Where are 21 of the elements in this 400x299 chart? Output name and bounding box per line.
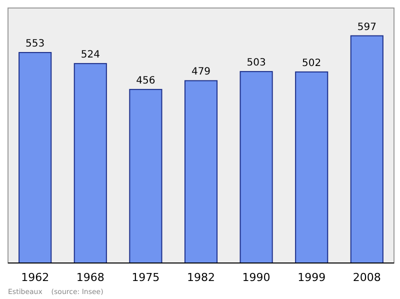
- x-tick-label: 1999: [298, 271, 326, 284]
- data-label: 524: [80, 50, 100, 61]
- x-tick-label: 1975: [132, 271, 160, 284]
- bar: [18, 52, 52, 264]
- data-label: 479: [191, 66, 211, 78]
- x-tick-label: 1968: [76, 271, 104, 284]
- data-label: 502: [302, 58, 322, 69]
- data-label: 597: [357, 22, 376, 33]
- bar: [129, 88, 162, 264]
- x-tick-label: 2008: [352, 271, 381, 284]
- x-tick-label: 1990: [242, 271, 270, 284]
- bar: [295, 71, 328, 264]
- bar: [184, 80, 218, 264]
- bar: [74, 63, 107, 264]
- x-tick-label: 1982: [187, 271, 215, 284]
- data-label: 503: [246, 58, 266, 69]
- data-label: 553: [26, 38, 45, 50]
- bar: [350, 35, 384, 264]
- x-tick-label: 1962: [21, 271, 50, 284]
- data-label: 456: [136, 75, 156, 86]
- bar: [240, 71, 273, 264]
